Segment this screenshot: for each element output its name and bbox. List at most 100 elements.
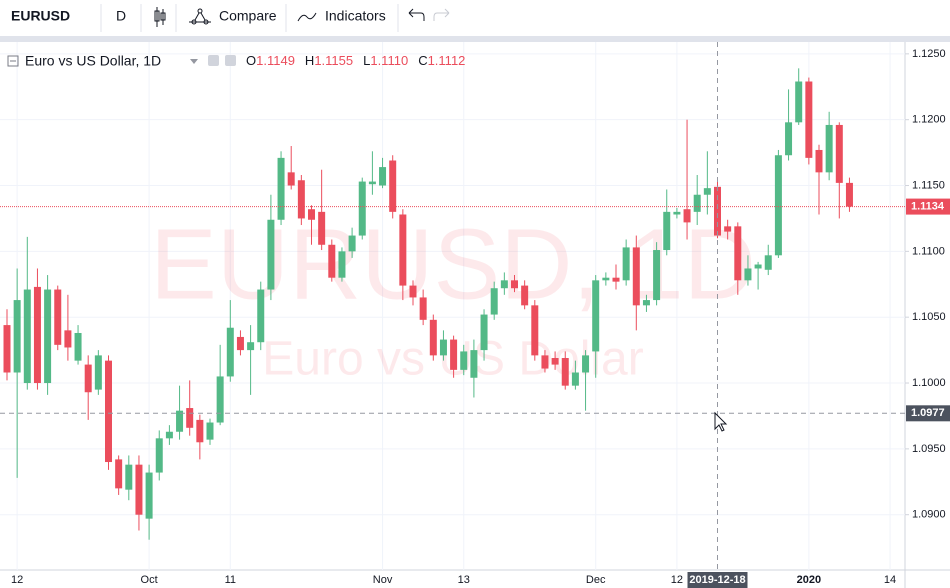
toolbar <box>0 0 950 36</box>
y-tick-label: 1.0950 <box>912 443 946 455</box>
candle-body <box>277 157 285 220</box>
candle-body <box>247 342 255 351</box>
candle-body <box>480 314 488 351</box>
overlay: 1.1134 1.0977 <box>0 42 950 570</box>
candle-body <box>551 358 559 365</box>
candle-body <box>368 181 376 185</box>
candle-body <box>145 472 153 519</box>
indicators-icon[interactable] <box>297 12 317 22</box>
collapse-button[interactable] <box>7 55 19 67</box>
x-tick-label: 13 <box>458 574 470 586</box>
candle-body <box>257 289 265 343</box>
candle-body <box>33 286 41 384</box>
candle-body <box>663 211 671 251</box>
candle-body <box>785 122 793 156</box>
legend-menu[interactable] <box>190 59 198 64</box>
candle-body <box>358 181 366 236</box>
candle-body <box>13 300 21 373</box>
candle-body <box>186 408 194 428</box>
legend-key: C <box>418 53 427 68</box>
legend-value: 1.1110 <box>370 53 408 68</box>
visibility-button[interactable] <box>208 55 219 66</box>
candle-body <box>328 244 336 278</box>
symbol-input[interactable]: EURUSD <box>11 8 70 24</box>
candle-body <box>612 277 620 282</box>
candle-body <box>64 330 72 348</box>
candle-body <box>835 124 843 183</box>
x-tick-label: Dec <box>586 574 606 586</box>
candle-body <box>84 364 92 393</box>
chart-style-button[interactable] <box>154 7 166 27</box>
candle-body <box>754 264 762 269</box>
candle-body <box>338 251 346 278</box>
candle-body <box>460 351 468 370</box>
last-price-label: 1.1134 <box>911 200 945 212</box>
candle-body <box>216 376 224 423</box>
candle-body <box>297 180 305 219</box>
candle-body <box>693 194 701 212</box>
candle-body <box>287 172 295 186</box>
y-tick-label: 1.1250 <box>912 48 946 60</box>
candle-body <box>23 289 31 384</box>
undo-button[interactable] <box>408 8 425 21</box>
legend-key: L <box>363 53 370 68</box>
x-tick-label: 2020 <box>797 574 821 586</box>
candle-body <box>3 325 11 373</box>
candle-body <box>774 155 782 256</box>
legend-value: 1.1155 <box>314 53 353 68</box>
candle-body <box>54 289 62 345</box>
legend-key: O <box>246 53 256 68</box>
candle-body <box>125 464 133 490</box>
last-price-box <box>906 198 950 215</box>
candle-body <box>196 419 204 443</box>
candle-body <box>632 247 640 306</box>
redo-button[interactable] <box>433 8 450 21</box>
interval-button[interactable]: D <box>116 8 126 24</box>
candle-body <box>470 350 478 378</box>
candle-body <box>135 464 143 515</box>
candle-body <box>744 268 752 281</box>
y-tick-label: 1.1000 <box>912 377 946 389</box>
candle-body <box>602 277 610 281</box>
candle-body <box>571 372 579 386</box>
legend-value: 1.1149 <box>256 53 295 68</box>
legend-ohlc: O1.1149 H1.1155 L1.1110 C1.1112 <box>246 53 465 68</box>
compare-icon[interactable] <box>189 8 211 25</box>
y-tick-label: 1.1150 <box>912 179 945 191</box>
candle-body <box>399 214 407 286</box>
candle-body <box>582 355 590 373</box>
candle-body <box>714 186 721 236</box>
candle-body <box>592 280 600 352</box>
candle-body <box>805 81 813 158</box>
compare-button[interactable]: Compare <box>219 8 277 24</box>
toolbar-separator <box>0 36 950 42</box>
x-tick-label: 2019-12-18 <box>689 574 745 586</box>
candle-body <box>815 149 823 173</box>
candle-body <box>642 300 650 306</box>
candle-body <box>348 235 356 252</box>
candle-body <box>653 250 661 301</box>
candle-body <box>74 332 82 361</box>
indicators-button[interactable]: Indicators <box>325 8 386 24</box>
y-tick-label: 1.1200 <box>912 114 946 126</box>
candle-body <box>409 285 417 298</box>
y-tick-label: 1.1100 <box>912 245 945 257</box>
candle-body <box>226 327 234 377</box>
candle-body <box>44 289 52 384</box>
candle-body <box>236 336 244 351</box>
x-tick-label: 12 <box>671 574 683 586</box>
candle-body <box>206 422 214 440</box>
candle-body <box>531 305 539 356</box>
candle-body <box>94 355 102 390</box>
x-tick-label: Oct <box>141 574 158 586</box>
mouse-cursor <box>714 411 728 432</box>
legend-value: 1.1112 <box>428 53 466 68</box>
y-tick-label: 1.0900 <box>912 509 946 521</box>
legend-key: H <box>305 53 314 68</box>
candle-body <box>724 226 732 232</box>
candle-body <box>521 285 529 306</box>
y-tick-label: 1.1050 <box>912 311 946 323</box>
candle-body <box>176 410 184 432</box>
candle-body <box>683 209 691 223</box>
settings-button[interactable] <box>225 55 236 66</box>
